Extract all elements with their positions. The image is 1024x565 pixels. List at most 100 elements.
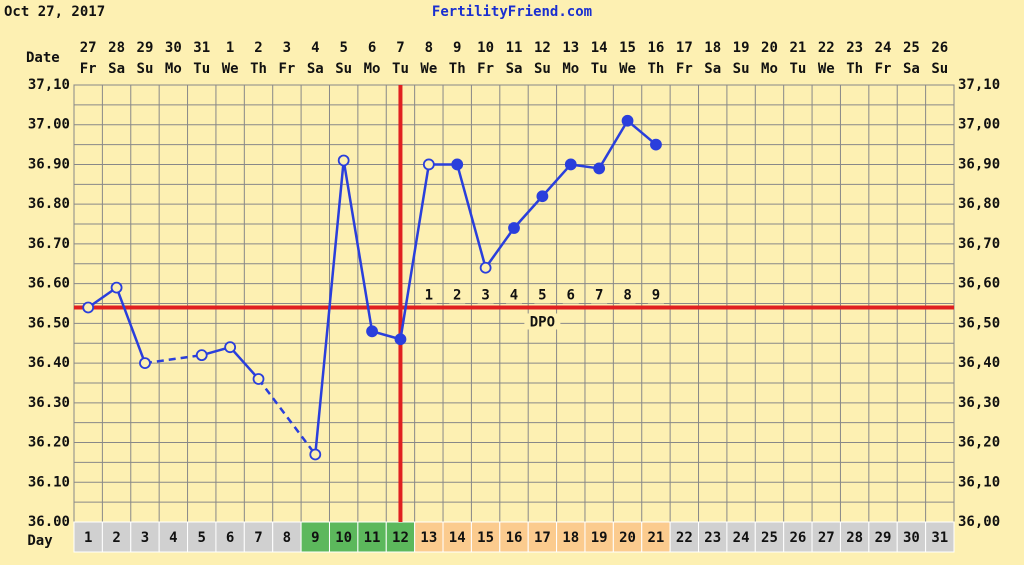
- temp-point: [82, 301, 95, 314]
- temp-segment: [513, 195, 544, 229]
- temp-point: [593, 162, 606, 175]
- day-cell: [698, 521, 728, 553]
- temp-segment: [484, 227, 516, 269]
- day-cell: [442, 521, 472, 553]
- weekday-label: Fr: [80, 61, 97, 77]
- day-cell: [811, 521, 841, 553]
- day-cell: [470, 521, 501, 553]
- y-tick-label: 36.70: [28, 236, 70, 252]
- date-label: 12: [534, 40, 551, 56]
- day-label: 15: [477, 530, 494, 546]
- day-label: 28: [846, 530, 863, 546]
- day-label: 27: [818, 530, 835, 546]
- y-tick-label: 36.80: [28, 196, 70, 212]
- y2-tick-label: 37,10: [958, 77, 1000, 93]
- day-label: 22: [676, 530, 693, 546]
- day-cell: [754, 521, 785, 553]
- temp-point: [366, 325, 378, 338]
- weekday-label: Sa: [307, 61, 324, 77]
- weekday-label: Su: [137, 61, 154, 77]
- dpo-bg: [506, 287, 522, 304]
- chart-date: Oct 27, 2017: [4, 4, 105, 20]
- date-label: 10: [477, 40, 494, 56]
- day-label: 21: [648, 530, 665, 546]
- weekday-label: Sa: [506, 61, 523, 77]
- weekday-label: Tu: [591, 61, 608, 77]
- temp-segment: [314, 160, 345, 455]
- weekday-label: Th: [250, 61, 267, 77]
- day-label: 14: [449, 530, 466, 546]
- dpo-bg: [647, 287, 664, 304]
- temp-segment: [541, 163, 572, 198]
- temp-point: [508, 222, 520, 234]
- dpo-title: DPO: [530, 314, 555, 330]
- dpo-bg: [562, 287, 579, 304]
- weekday-label: We: [420, 61, 437, 77]
- y-tick-label: 36.90: [28, 156, 70, 172]
- day-label: 16: [506, 530, 523, 546]
- date-label: 6: [368, 40, 376, 56]
- day-label: 9: [311, 530, 319, 546]
- temp-point: [252, 373, 265, 385]
- temp-point: [309, 448, 322, 461]
- date-label: 21: [789, 40, 806, 56]
- y2-tick-label: 36,80: [958, 196, 1000, 212]
- y-tick-label: 36.30: [28, 395, 70, 411]
- weekday-label: Su: [931, 61, 948, 77]
- dpo-label: 8: [623, 287, 631, 303]
- temp-point: [394, 333, 407, 346]
- date-label: 14: [591, 40, 608, 56]
- date-label: 4: [311, 40, 319, 56]
- day-label: 18: [562, 530, 579, 546]
- temp-point: [224, 341, 237, 354]
- day-cell: [669, 521, 700, 553]
- day-cell: [556, 521, 586, 553]
- date-label: 20: [761, 40, 778, 56]
- date-label: 17: [676, 40, 693, 56]
- day-cell: [896, 521, 927, 553]
- weekday-label: Tu: [789, 61, 806, 77]
- weekday-label: Su: [534, 61, 551, 77]
- weekday-label: We: [619, 61, 636, 77]
- dpo-label: 6: [567, 287, 575, 303]
- dpo-bg: [477, 287, 494, 304]
- day-label: 10: [335, 530, 352, 546]
- day-label: 25: [761, 530, 778, 546]
- day-label: 4: [169, 530, 177, 546]
- date-label: 26: [931, 40, 948, 56]
- temp-point: [139, 357, 151, 369]
- day-cell: [584, 521, 614, 553]
- date-label: 31: [193, 40, 210, 56]
- dpo-label: 1: [425, 287, 433, 303]
- temp-point: [195, 349, 208, 362]
- dpo-title-bg: [524, 313, 561, 330]
- date-label: 2: [254, 40, 262, 56]
- dpo-label: 2: [453, 287, 461, 303]
- day-cell: [328, 521, 359, 553]
- y2-tick-label: 37,00: [958, 117, 1000, 133]
- date-label: 19: [733, 40, 750, 56]
- weekday-label: Fr: [477, 61, 494, 77]
- date-label: 25: [903, 40, 920, 56]
- date-label: 16: [648, 40, 665, 56]
- temp-segment: [399, 164, 431, 340]
- dpo-label: 4: [510, 287, 518, 303]
- date-label: 27: [80, 40, 97, 56]
- weekday-label: Su: [733, 61, 750, 77]
- day-label: 3: [141, 530, 149, 546]
- temp-segment: [626, 119, 657, 146]
- date-label: 11: [506, 40, 523, 56]
- temp-point: [479, 261, 492, 274]
- day-label: 6: [226, 530, 234, 546]
- weekday-label: Sa: [108, 61, 125, 77]
- date-label: 3: [283, 40, 291, 56]
- temp-point: [621, 114, 634, 127]
- y-tick-label: 36.40: [28, 355, 70, 371]
- y2-tick-label: 36,10: [958, 474, 1000, 490]
- day-cell: [499, 521, 529, 553]
- weekday-label: Th: [846, 61, 863, 77]
- day-label: 13: [420, 530, 437, 546]
- weekday-label: Th: [648, 61, 665, 77]
- y2-tick-label: 36,60: [958, 276, 1000, 292]
